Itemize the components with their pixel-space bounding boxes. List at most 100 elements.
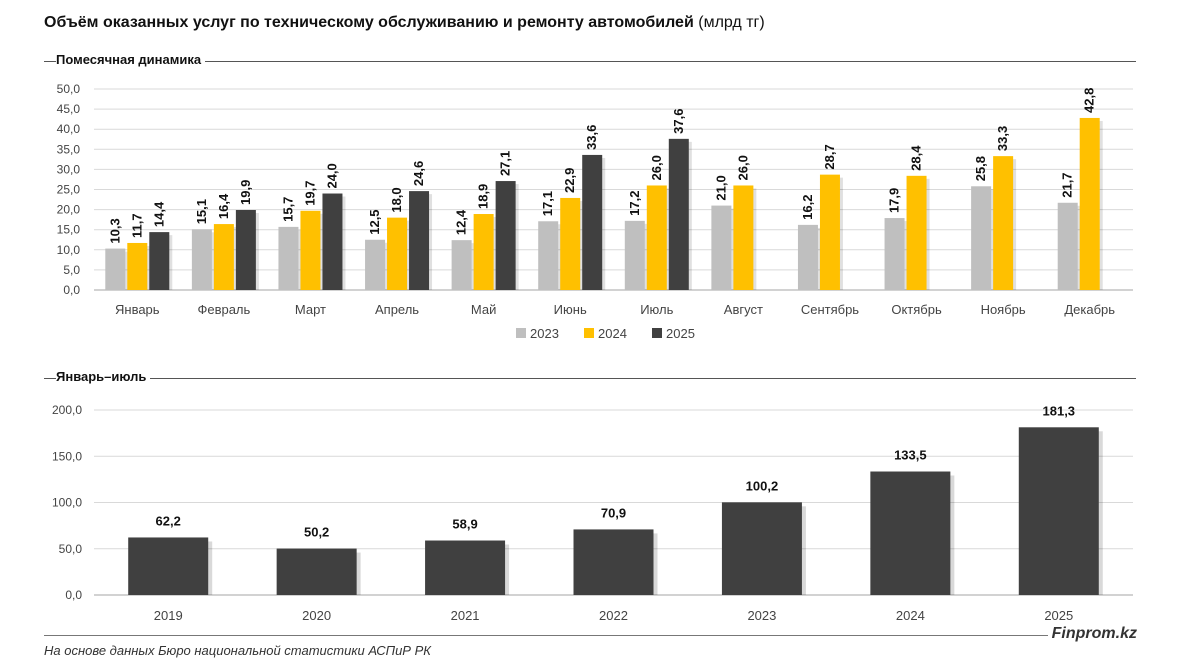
data-label-2023: 100,2: [746, 478, 779, 493]
x-tick-label: 2021: [451, 608, 480, 623]
page-title: Объём оказанных услуг по техническому об…: [44, 14, 765, 32]
data-label-2023: 16,2: [800, 195, 815, 220]
x-tick-label: Июль: [640, 302, 673, 317]
section-divider-ytd: [44, 378, 1136, 379]
data-label-2025: 27,1: [498, 151, 513, 176]
data-label-2023: 17,9: [887, 188, 902, 213]
data-label-2024: 26,0: [735, 155, 750, 180]
bar-2023: [797, 224, 818, 290]
data-label-2024: 28,7: [822, 144, 837, 169]
bar-2024: [819, 174, 840, 290]
data-label-2025: 24,0: [324, 163, 339, 188]
bar-2023: [711, 205, 732, 290]
data-label-2024: 33,3: [995, 126, 1010, 151]
footer-divider: [44, 635, 1136, 636]
data-label-2024: 16,4: [216, 193, 231, 219]
page-title-main: Объём оказанных услуг по техническому об…: [44, 14, 694, 31]
data-label-2023: 17,2: [627, 191, 642, 216]
y-tick-label: 40,0: [57, 122, 81, 136]
x-tick-label: 2019: [154, 608, 183, 623]
y-tick-label: 20,0: [57, 203, 81, 217]
bar-2021: [425, 540, 506, 595]
data-label-2023: 15,7: [280, 197, 295, 222]
data-label-2024: 28,4: [909, 145, 924, 171]
data-label-2024: 26,0: [649, 155, 664, 180]
x-tick-label: 2025: [1044, 608, 1073, 623]
legend-swatch-2023: [516, 328, 526, 338]
data-label-2021: 58,9: [452, 517, 477, 532]
data-label-2025: 24,6: [411, 161, 426, 186]
x-tick-label: Октябрь: [891, 302, 942, 317]
data-label-2024: 19,7: [302, 180, 317, 205]
x-tick-label: Январь: [115, 302, 160, 317]
bar-2022: [573, 529, 654, 595]
y-tick-label: 150,0: [52, 449, 82, 463]
section-title-ytd: Январь–июль: [56, 369, 151, 384]
bar-2025: [495, 181, 516, 290]
bar-2024: [870, 471, 951, 595]
bar-2023: [884, 218, 905, 290]
brand-logo: Finprom.kz: [1047, 625, 1137, 643]
y-tick-label: 15,0: [57, 223, 81, 237]
x-tick-label: 2024: [896, 608, 925, 623]
data-label-2025: 181,3: [1043, 403, 1076, 418]
y-tick-label: 25,0: [57, 183, 81, 197]
x-tick-label: Сентябрь: [801, 302, 859, 317]
bar-2025: [235, 210, 256, 290]
bar-2024: [560, 197, 581, 290]
x-tick-label: Декабрь: [1064, 302, 1115, 317]
bar-2023: [191, 229, 212, 290]
legend-label-2023: 2023: [530, 326, 559, 341]
data-label-2023: 10,3: [107, 218, 122, 243]
y-tick-label: 35,0: [57, 142, 81, 156]
bar-2023: [624, 220, 645, 290]
section-divider-monthly: [44, 61, 1136, 62]
y-tick-label: 0,0: [63, 283, 80, 297]
bar-2024: [733, 185, 754, 290]
bar-2025: [1018, 427, 1099, 595]
y-tick-label: 100,0: [52, 496, 82, 510]
bar-2025: [582, 154, 603, 290]
data-label-2024: 22,9: [562, 168, 577, 193]
legend-swatch-2025: [652, 328, 662, 338]
source-note: На основе данных Бюро национальной стати…: [44, 643, 431, 658]
bar-2023: [278, 226, 299, 290]
x-tick-label: 2023: [747, 608, 776, 623]
bar-2023: [451, 240, 472, 290]
legend-label-2024: 2024: [598, 326, 627, 341]
bar-2023: [721, 502, 802, 595]
x-tick-label: Июнь: [554, 302, 587, 317]
bar-2024: [646, 185, 667, 290]
bar-2024: [387, 217, 408, 290]
data-label-2025: 14,4: [151, 201, 166, 227]
x-tick-label: Август: [724, 302, 763, 317]
x-tick-label: Май: [471, 302, 496, 317]
legend-label-2025: 2025: [666, 326, 695, 341]
data-label-2023: 21,7: [1060, 172, 1075, 197]
bar-2020: [276, 548, 357, 595]
bar-2025: [668, 138, 689, 290]
data-label-2022: 70,9: [601, 505, 626, 520]
bar-2024: [906, 175, 927, 290]
bar-2025: [322, 193, 343, 290]
data-label-2023: 25,8: [973, 156, 988, 181]
data-label-2023: 12,5: [367, 209, 382, 234]
page-title-unit: (млрд тг): [698, 14, 765, 31]
data-label-2024: 18,0: [389, 187, 404, 212]
bar-2023: [971, 186, 992, 290]
bar-2024: [1079, 117, 1100, 290]
data-label-2025: 37,6: [671, 109, 686, 134]
data-label-2019: 62,2: [156, 513, 181, 528]
data-label-2023: 21,0: [713, 175, 728, 200]
y-tick-label: 45,0: [57, 102, 81, 116]
x-tick-label: Февраль: [197, 302, 250, 317]
legend-swatch-2024: [584, 328, 594, 338]
data-label-2024: 133,5: [894, 448, 927, 463]
x-tick-label: 2022: [599, 608, 628, 623]
bar-2024: [127, 242, 148, 290]
x-tick-label: 2020: [302, 608, 331, 623]
x-tick-label: Апрель: [375, 302, 419, 317]
data-label-2023: 15,1: [194, 199, 209, 224]
